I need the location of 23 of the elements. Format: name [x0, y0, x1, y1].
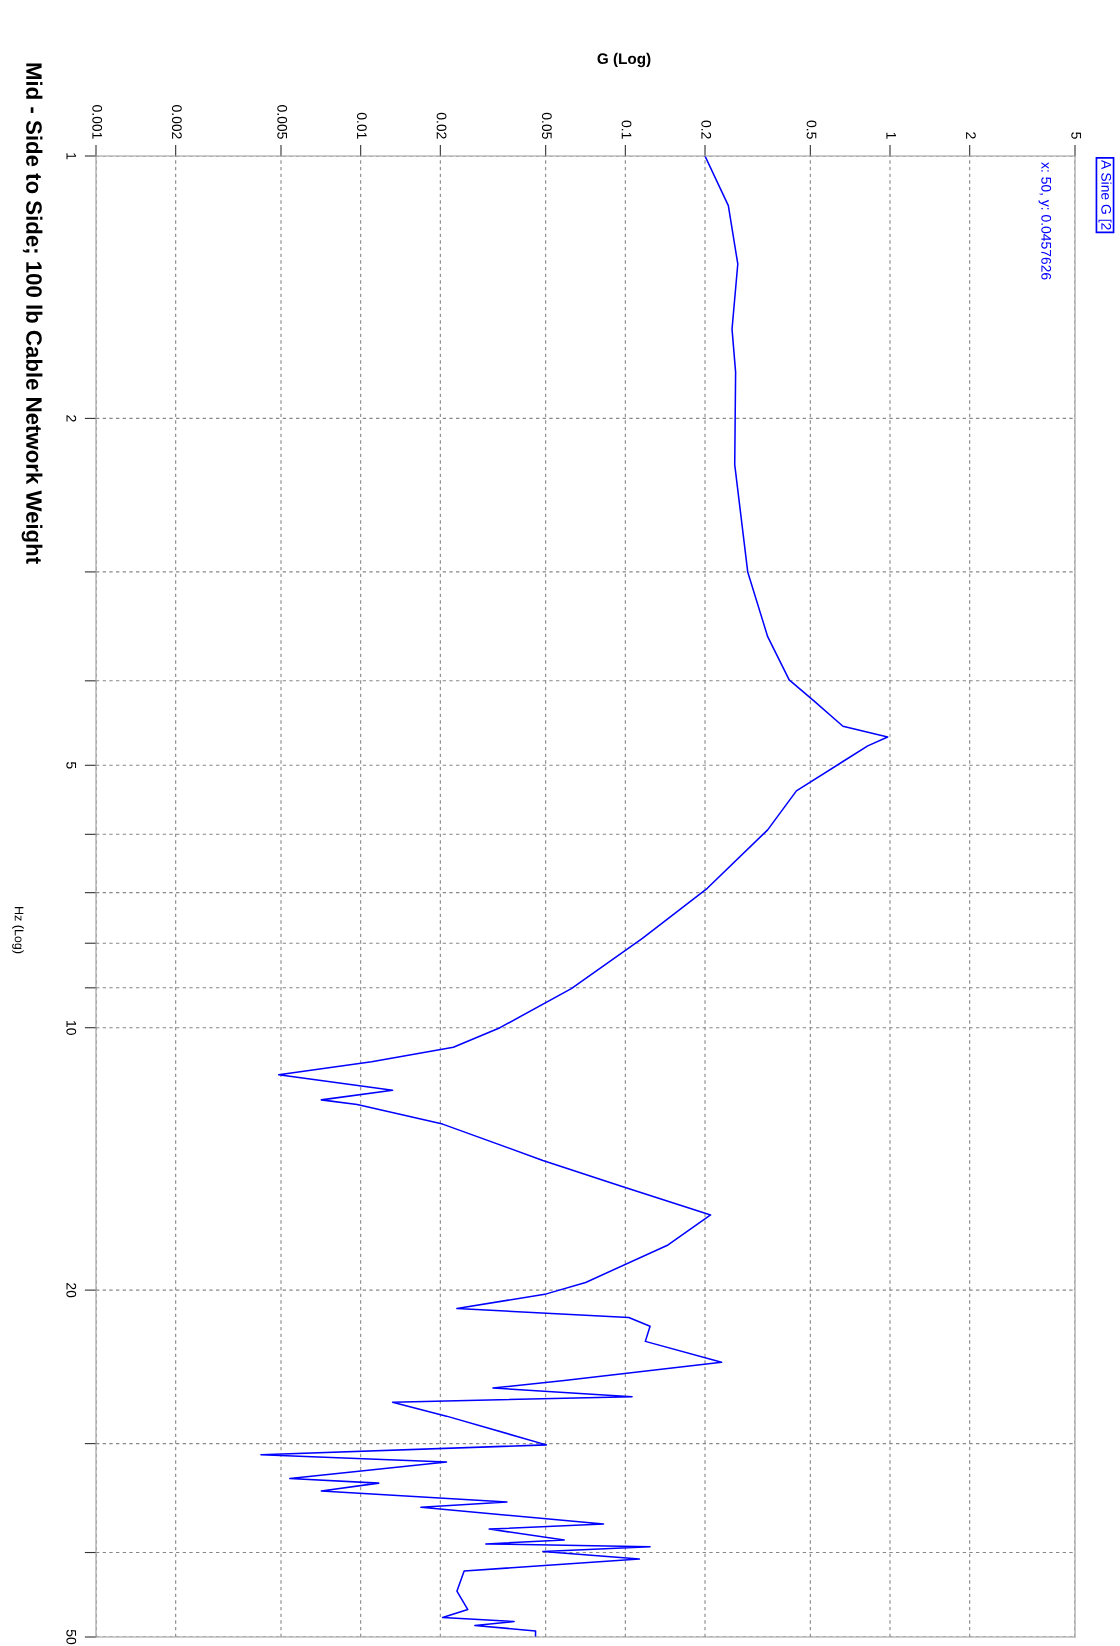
x-tick-label: 0.02	[436, 112, 447, 139]
y-tick-label: 2	[66, 415, 77, 422]
x-tick-label: 0.002	[171, 105, 182, 139]
y-tick-label: 1	[66, 153, 77, 160]
x-tick-label: 0.5	[806, 120, 817, 139]
y-axis-title: Hz (Log)	[12, 907, 24, 954]
x-tick-label: 0.05	[541, 112, 552, 139]
x-tick-label: 2	[966, 132, 976, 139]
text: A Sine G [2	[1098, 160, 1112, 230]
annotation: x: 50, y: 0.0457626	[1038, 162, 1052, 280]
y-tick-label: 20	[66, 1283, 77, 1298]
x-axis-title: G (Log)	[597, 52, 651, 68]
x-tick-label: 0.01	[356, 112, 367, 139]
y-tick-label: 50	[66, 1629, 77, 1645]
x-tick-label: 5	[1071, 132, 1081, 139]
x-tick-label: 0.005	[277, 105, 288, 139]
text: Mid - Side to Side; 100 lb Cable Network Weight	[21, 63, 43, 564]
y-tick-label: 5	[66, 761, 77, 769]
x-tick-label: 0.2	[701, 120, 712, 139]
x-tick-label: 1	[886, 132, 896, 139]
x-tick-label: 0.001	[92, 105, 103, 139]
y-tick-label: 10	[66, 1021, 77, 1035]
x-tick-label: 0.1	[621, 120, 632, 139]
